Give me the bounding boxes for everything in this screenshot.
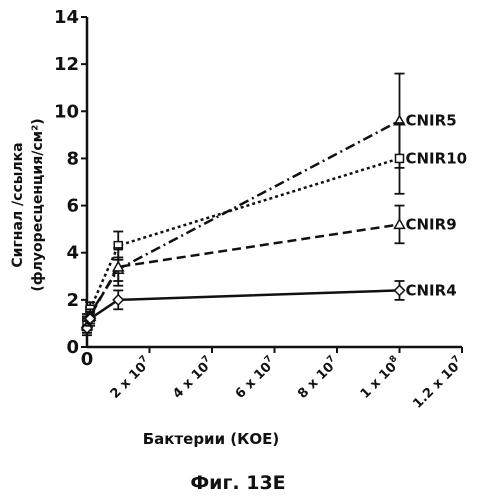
y-tick-label: 12	[54, 54, 79, 75]
x-tick-label: 6 x 107	[231, 354, 279, 402]
data-point	[395, 219, 405, 228]
x-tick-label: 8 x 107	[294, 354, 342, 402]
figure-caption: Фиг. 13E	[190, 472, 285, 494]
y-tick-label: 4	[66, 243, 79, 264]
series-label-cnir5: CNIR5	[406, 112, 457, 130]
y-tick-label: 14	[54, 7, 79, 28]
x-tick-label: 2 x 107	[106, 354, 154, 402]
y-tick-label: 6	[66, 196, 79, 217]
x-axis-label: Бактерии (КОЕ)	[143, 430, 280, 448]
y-origin-label: 0	[66, 337, 79, 358]
data-point	[395, 285, 405, 295]
series-cnir10	[82, 123, 405, 328]
y-axis-label-line2: (флуоресценция/см²)	[30, 118, 46, 291]
series-cnir9	[82, 206, 405, 333]
x-tick-label: 1.2 x 107	[409, 354, 467, 412]
labels-layer: CNIR5 CNIR10 CNIR9 CNIR4	[406, 112, 468, 300]
series-label-cnir9: CNIR9	[406, 215, 457, 233]
y-tick-label: 10	[54, 101, 79, 122]
y-tick-label: 2	[66, 290, 79, 311]
y-axis-label: Сигнал /ссылка (флуоресценция/см²)	[10, 118, 46, 291]
x-origin-label: 0	[81, 349, 94, 370]
x-tick-label: 1 x 108	[356, 354, 404, 402]
series-line	[87, 290, 400, 328]
y-tick-label: 8	[66, 148, 79, 169]
series-label-cnir4: CNIR4	[406, 281, 457, 299]
series-layer	[82, 74, 405, 336]
data-point	[396, 154, 404, 162]
axes: 2 4 6 8 10 12 14 00 2 x 107 4 x 107 6 x 107 8 x 107…	[54, 7, 467, 412]
y-axis-label-line1: Сигнал /ссылка	[10, 142, 26, 267]
series-cnir4	[82, 281, 405, 335]
series-label-cnir10: CNIR10	[406, 149, 468, 167]
x-tick-label: 4 x 107	[169, 354, 217, 402]
